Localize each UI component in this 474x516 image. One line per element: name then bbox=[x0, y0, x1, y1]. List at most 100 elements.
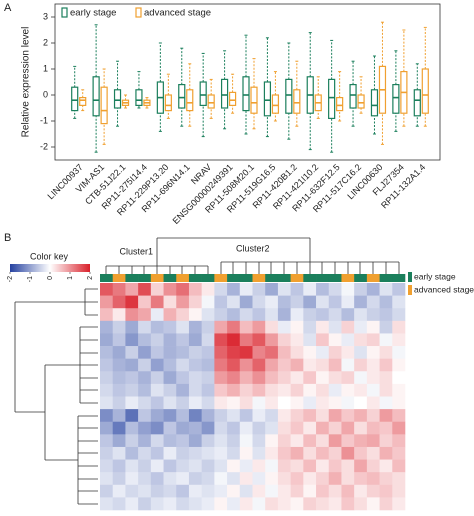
box bbox=[186, 63, 194, 127]
heatmap-cell bbox=[138, 308, 152, 322]
heatmap-cell bbox=[188, 446, 202, 460]
heatmap-cell bbox=[303, 446, 317, 460]
heatmap-cell bbox=[392, 484, 406, 498]
stage-annotation bbox=[392, 274, 406, 282]
stage-annotation bbox=[366, 274, 380, 282]
heatmap-cell bbox=[201, 459, 215, 473]
heatmap-cell bbox=[303, 472, 317, 486]
heatmap-cell bbox=[227, 396, 241, 410]
box-body bbox=[199, 81, 207, 106]
heatmap-cell bbox=[163, 333, 177, 347]
heatmap-cell bbox=[379, 421, 393, 435]
heatmap-cell bbox=[392, 320, 406, 334]
stage-annotation bbox=[227, 274, 241, 282]
heatmap-cell bbox=[100, 434, 114, 448]
heatmap-cell bbox=[239, 409, 253, 423]
heatmap-cell bbox=[252, 459, 266, 473]
heatmap-cell bbox=[252, 434, 266, 448]
heatmap-cell bbox=[392, 308, 406, 322]
heatmap-cell bbox=[392, 472, 406, 486]
heatmap-cell bbox=[277, 320, 291, 334]
stage-annotation bbox=[328, 274, 342, 282]
row-dendrogram bbox=[14, 288, 98, 505]
heatmap-cell bbox=[201, 446, 215, 460]
box-body bbox=[370, 89, 379, 117]
heatmap-cell bbox=[252, 396, 266, 410]
stage-annotation bbox=[316, 274, 330, 282]
heatmap-cell bbox=[328, 371, 342, 385]
heatmap-cell bbox=[188, 295, 202, 309]
heatmap-cell bbox=[176, 409, 190, 423]
heatmap-cell bbox=[227, 383, 241, 397]
heatmap-cell bbox=[239, 396, 253, 410]
heatmap-cell bbox=[150, 346, 164, 359]
heatmap-cell bbox=[379, 283, 393, 296]
box bbox=[370, 55, 379, 135]
heatmap-cell bbox=[316, 409, 330, 423]
stage-annotation bbox=[252, 274, 266, 282]
heatmap-cell bbox=[303, 320, 317, 334]
box bbox=[392, 50, 400, 132]
heatmap-cell bbox=[316, 383, 330, 397]
panel-label: B bbox=[4, 232, 11, 244]
heatmap-cell bbox=[392, 421, 406, 435]
stage-annotation bbox=[201, 274, 215, 282]
heatmap-cell bbox=[290, 295, 304, 309]
heatmap-cell bbox=[188, 308, 202, 322]
heatmap-cell bbox=[112, 472, 126, 486]
y-axis-label: Relative expression level bbox=[21, 27, 32, 138]
heatmap-cell bbox=[239, 346, 253, 359]
heatmap-cell bbox=[379, 308, 393, 322]
heatmap-cell bbox=[379, 472, 393, 486]
heatmap-cell bbox=[138, 346, 152, 359]
heatmap-cell bbox=[227, 295, 241, 309]
heatmap-cell bbox=[290, 308, 304, 322]
heatmap-cell bbox=[366, 371, 380, 385]
heatmap-cell bbox=[379, 295, 393, 309]
heatmap-cell bbox=[188, 484, 202, 498]
box bbox=[357, 76, 365, 114]
heatmap-cell bbox=[227, 409, 241, 423]
heatmap-cell bbox=[277, 346, 291, 359]
heatmap-cell bbox=[303, 421, 317, 435]
heatmap-cell bbox=[239, 283, 253, 296]
heatmap-cell bbox=[163, 383, 177, 397]
heatmap-cell bbox=[150, 283, 164, 296]
heatmap-cell bbox=[341, 409, 355, 423]
heatmap-cell bbox=[252, 497, 266, 511]
heatmap-cell bbox=[188, 434, 202, 448]
heatmap-cell bbox=[138, 320, 152, 334]
heatmap-cell bbox=[303, 497, 317, 511]
heatmap-cell bbox=[328, 396, 342, 410]
heatmap-cell bbox=[290, 371, 304, 385]
stage-annotation bbox=[214, 274, 228, 282]
heatmap-cell bbox=[328, 446, 342, 460]
heatmap-cell bbox=[150, 446, 164, 460]
heatmap-cell bbox=[112, 396, 126, 410]
heatmap-cell bbox=[150, 421, 164, 435]
heatmap-cell bbox=[239, 484, 253, 498]
heatmap-cell bbox=[150, 497, 164, 511]
heatmap-cell bbox=[163, 421, 177, 435]
heatmap-cell bbox=[138, 421, 152, 435]
heatmap-cell bbox=[379, 459, 393, 473]
box bbox=[336, 71, 344, 122]
heatmap-cell bbox=[252, 358, 266, 372]
heatmap-cell bbox=[201, 497, 215, 511]
heatmap-cell bbox=[366, 409, 380, 423]
heatmap-cell bbox=[265, 333, 279, 347]
heatmap-cell bbox=[379, 346, 393, 359]
heatmap-cell bbox=[252, 446, 266, 460]
heatmap-cell bbox=[392, 383, 406, 397]
heatmap-cell bbox=[265, 421, 279, 435]
heatmap-cell bbox=[125, 497, 139, 511]
heatmap-cell bbox=[354, 434, 368, 448]
heatmap-cell bbox=[163, 434, 177, 448]
heatmap-cell bbox=[125, 333, 139, 347]
heatmap-cell bbox=[316, 295, 330, 309]
heatmap-cell bbox=[392, 283, 406, 296]
heatmap-cell bbox=[341, 396, 355, 410]
heatmap-cell bbox=[125, 295, 139, 309]
box bbox=[349, 60, 357, 127]
heatmap-cell bbox=[341, 383, 355, 397]
